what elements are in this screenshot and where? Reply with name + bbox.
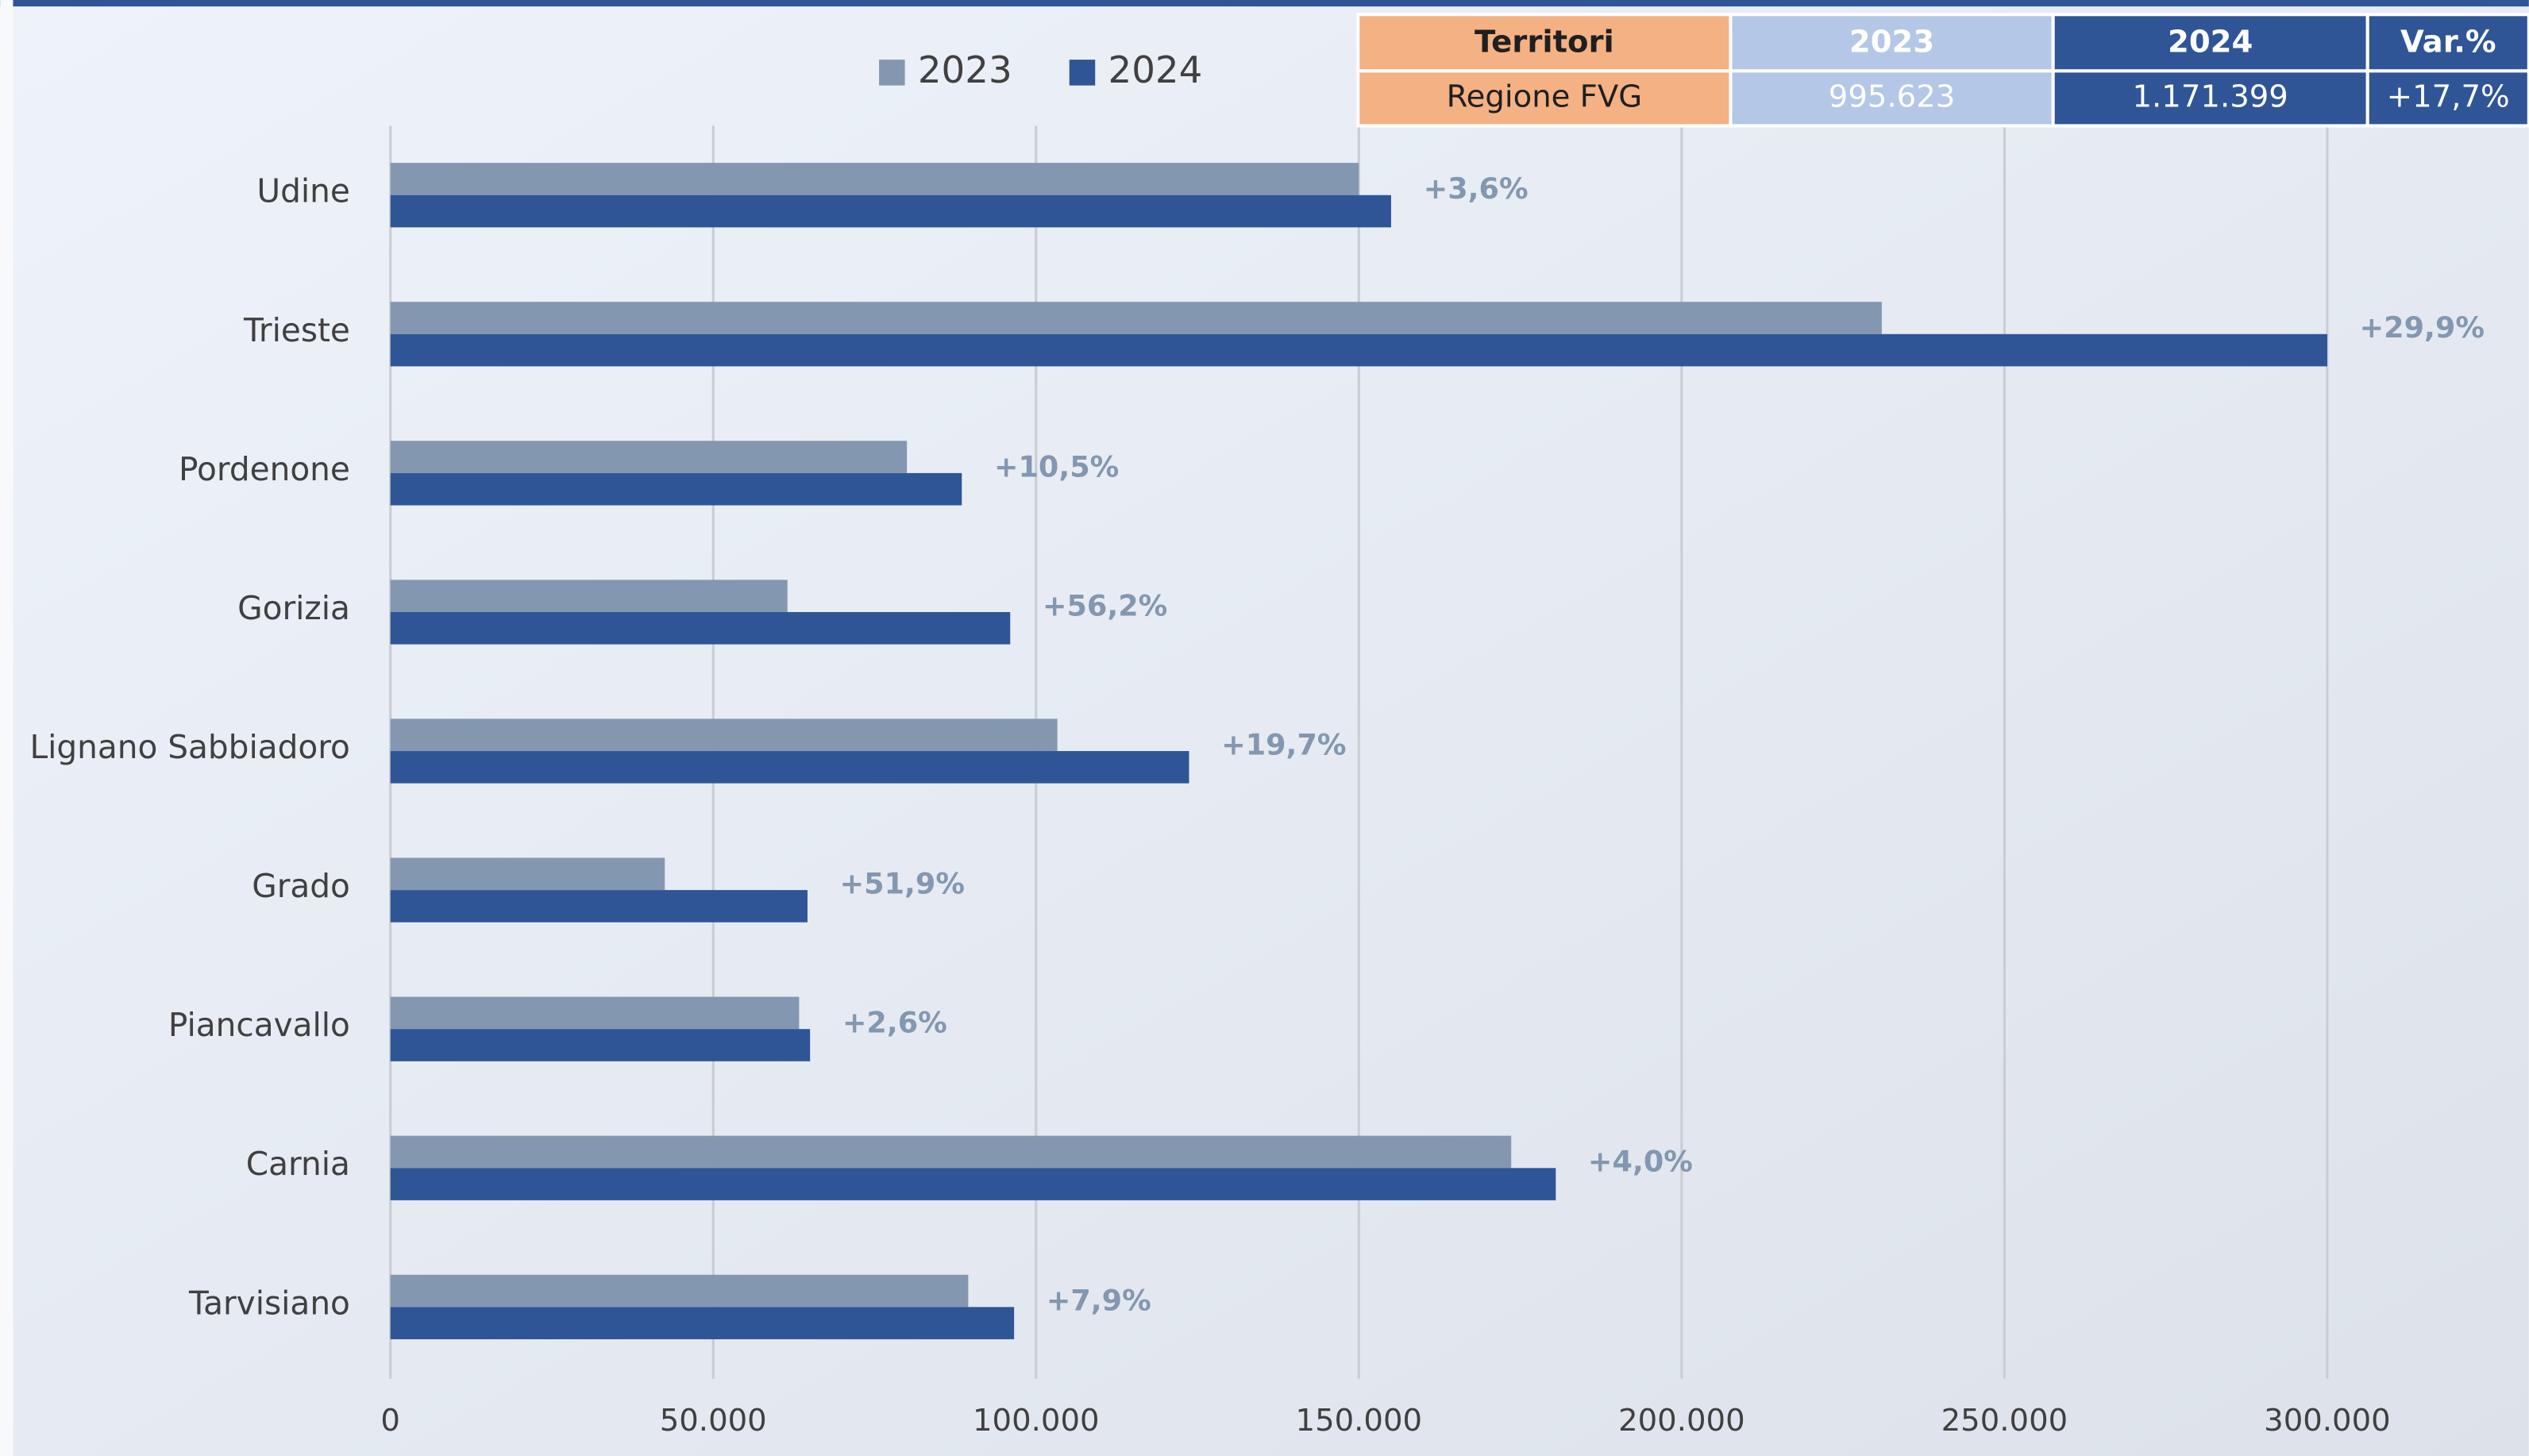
y-tick-label: Grado — [252, 867, 350, 905]
bar — [390, 195, 1391, 228]
cell-text: 995.623 — [1829, 79, 1956, 114]
table-cell — [1356, 69, 1733, 128]
cell-text: +17,7% — [2387, 79, 2510, 114]
x-tick-label: 50.000 — [660, 1403, 767, 1439]
cell-text: Regione FVG — [1447, 79, 1643, 114]
bar — [390, 472, 962, 506]
x-tick-label: 300.000 — [2264, 1403, 2391, 1439]
x-tick-label: 200.000 — [1618, 1403, 1745, 1439]
cell-text: 1.171.399 — [2133, 79, 2288, 114]
bar — [390, 1274, 969, 1308]
table-cell — [1729, 69, 2055, 128]
y-tick-label: Lignano Sabbiadoro — [29, 728, 349, 766]
bar — [390, 718, 1058, 752]
summary-table: Territori 2023 2024 Var.% Regione FVG 995.623… — [1356, 13, 2529, 128]
header-text: Var.% — [2400, 24, 2496, 60]
x-tick-label: 100.000 — [973, 1403, 1100, 1439]
bar — [390, 611, 1011, 645]
y-tick-label: Pordenone — [179, 450, 350, 488]
bars: Udine +3,6% Trieste +29,9% Pordenone +10,5% Go… — [29, 163, 2485, 1339]
y-tick-label: Trieste — [243, 311, 350, 349]
top-border — [0, 0, 2529, 7]
x-tick-label: 0 — [380, 1403, 400, 1439]
bar — [390, 751, 1189, 784]
change-label: +2,6% — [842, 1006, 947, 1040]
bar — [390, 580, 788, 612]
x-tick-label: 250.000 — [1941, 1403, 2068, 1439]
header-text: Territori — [1475, 24, 1614, 60]
header-text: 2023 — [1849, 24, 1934, 60]
change-label: +10,5% — [994, 449, 1119, 483]
y-tick-label: Piancavallo — [168, 1006, 350, 1044]
left-border — [0, 0, 13, 1456]
table-cell — [2051, 69, 2369, 128]
y-tick-label: Carnia — [246, 1145, 350, 1183]
change-label: +19,7% — [1221, 727, 1346, 761]
legend-label: 2023 — [918, 49, 1012, 92]
legend: 2023 2024 — [879, 49, 1202, 92]
header-text: 2024 — [2168, 24, 2253, 60]
change-label: +3,6% — [1424, 171, 1529, 206]
change-label: +7,9% — [1047, 1284, 1151, 1318]
bar — [390, 1029, 811, 1061]
y-tick-label: Tarvisiano — [188, 1284, 350, 1322]
bar — [390, 441, 908, 473]
legend-swatch — [879, 60, 905, 86]
bar — [390, 890, 808, 923]
bar — [390, 996, 800, 1030]
change-label: +4,0% — [1588, 1145, 1693, 1179]
bar — [390, 1307, 1015, 1339]
bar — [390, 857, 665, 891]
table-cell — [2365, 69, 2529, 128]
change-label: +56,2% — [1043, 588, 1167, 622]
header-cell — [1729, 13, 2055, 73]
legend-label: 2024 — [1108, 49, 1202, 92]
change-label: +51,9% — [840, 867, 965, 901]
bar — [390, 163, 1359, 195]
legend-swatch — [1069, 60, 1096, 86]
bar — [390, 333, 2327, 367]
x-tick-label: 150.000 — [1296, 1403, 1423, 1439]
bar — [390, 1168, 1556, 1200]
y-tick-label: Udine — [256, 172, 350, 210]
bar — [390, 1135, 1512, 1169]
change-label: +29,9% — [2360, 310, 2485, 345]
bar — [390, 302, 1882, 334]
y-tick-label: Gorizia — [237, 589, 350, 627]
